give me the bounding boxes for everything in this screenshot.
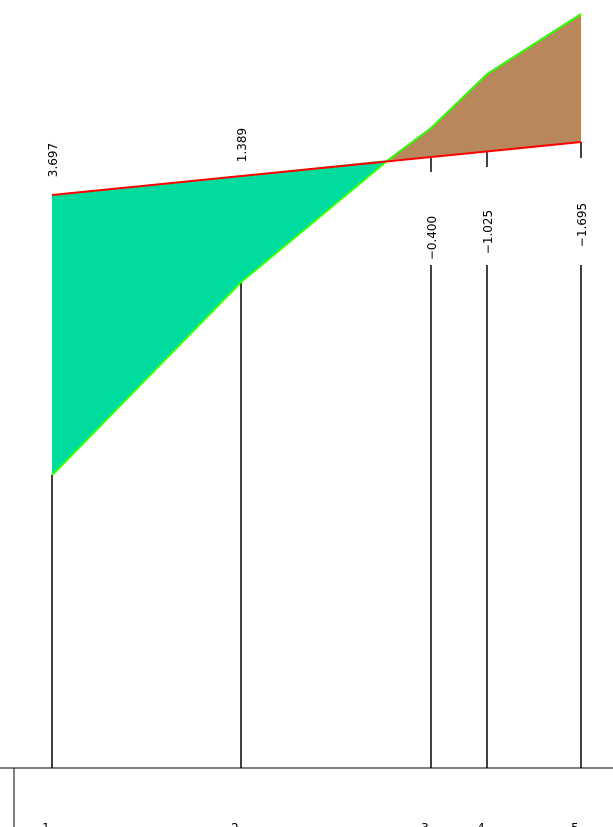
elevation-label: −1.025 <box>481 210 495 254</box>
elevation-label: 1.389 <box>235 128 249 162</box>
fill-area <box>52 160 388 475</box>
station-number: 2 <box>231 821 239 827</box>
design-line <box>51 141 582 196</box>
station-number: 1 <box>42 821 50 827</box>
elevation-label: −0.400 <box>425 216 439 260</box>
station-number: 5 <box>571 821 579 827</box>
station-number: 4 <box>477 821 485 827</box>
elevation-label: −1.695 <box>575 203 589 247</box>
elevation-label: 3.697 <box>46 143 60 177</box>
ground-line <box>51 13 582 476</box>
station-number: 3 <box>421 821 429 827</box>
